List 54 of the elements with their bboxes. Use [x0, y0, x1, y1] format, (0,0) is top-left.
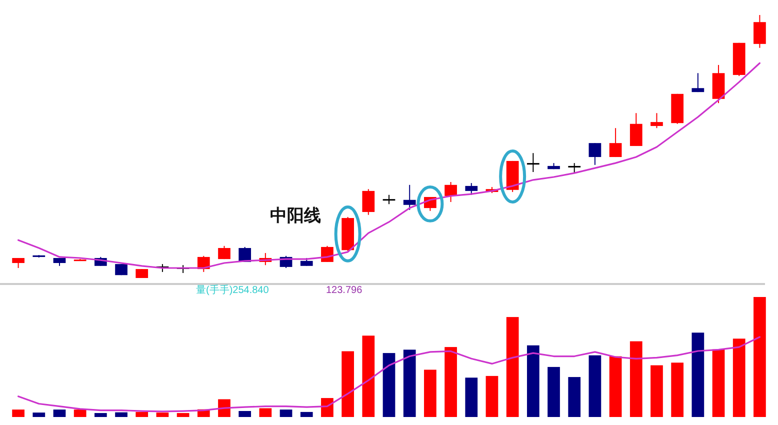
bar	[548, 366, 560, 417]
bar	[526, 345, 540, 417]
candlestick	[754, 14, 766, 48]
bar	[424, 370, 436, 417]
bar	[630, 341, 642, 417]
candlestick	[403, 184, 416, 210]
bar	[218, 399, 230, 417]
candlestick	[465, 182, 478, 196]
bar	[176, 413, 190, 417]
bar	[444, 347, 457, 417]
bar	[403, 350, 416, 417]
candlestick	[588, 142, 602, 166]
bar	[342, 351, 354, 417]
candlestick	[12, 258, 24, 269]
bar	[465, 378, 478, 417]
candlestick	[609, 128, 622, 158]
bar	[671, 362, 684, 417]
bar	[74, 410, 86, 417]
bar	[754, 297, 766, 417]
bar	[53, 410, 66, 417]
candlestick	[382, 194, 396, 205]
bar	[32, 412, 46, 417]
bar	[238, 411, 252, 417]
bar	[382, 353, 396, 417]
bar	[609, 356, 622, 417]
bar	[506, 317, 519, 417]
candlestick	[650, 112, 663, 129]
bar	[486, 376, 498, 417]
bar	[136, 412, 148, 417]
bar	[712, 349, 725, 417]
bar	[12, 410, 24, 417]
annotation: 中阳线	[270, 206, 321, 225]
candlestick	[218, 245, 230, 260]
candlestick	[444, 182, 457, 202]
bar	[156, 412, 169, 417]
bar	[321, 398, 334, 417]
candlestick	[630, 112, 642, 146]
bar	[568, 377, 581, 417]
bar	[94, 413, 107, 417]
bar	[732, 338, 746, 417]
bar	[362, 336, 375, 417]
bar	[259, 408, 272, 417]
bar	[300, 412, 313, 417]
candlestick	[568, 162, 581, 174]
text: 123.796	[326, 285, 363, 296]
bar	[588, 355, 602, 417]
text: 量(手手)254.840	[196, 284, 270, 296]
candlestick	[692, 72, 704, 93]
bar	[115, 412, 128, 417]
bar	[692, 332, 704, 417]
candlestick	[362, 188, 375, 216]
candlestick	[526, 152, 540, 173]
bar	[280, 410, 292, 417]
bar	[650, 365, 663, 417]
